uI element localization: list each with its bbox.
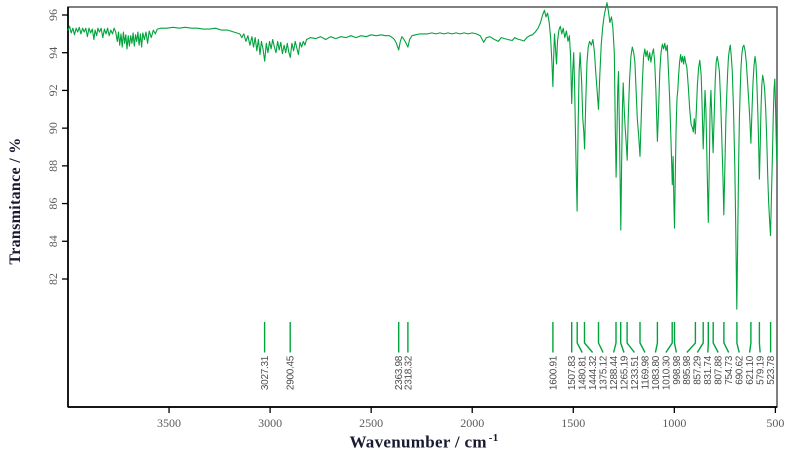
peak-label: 998.98 bbox=[672, 355, 683, 385]
peak-leader bbox=[583, 322, 594, 353]
peak-label: 1169.98 bbox=[640, 355, 651, 389]
peak-label: 690.62 bbox=[735, 355, 746, 385]
peak-leader bbox=[712, 322, 719, 353]
x-tick-label: 3000 bbox=[258, 416, 282, 430]
peak-leader bbox=[696, 322, 704, 353]
peak-leader bbox=[654, 322, 659, 353]
peak-label: 1265.19 bbox=[619, 355, 630, 390]
peak-leader bbox=[758, 322, 761, 353]
y-tick-label: 96 bbox=[46, 9, 60, 21]
x-axis-title-exponent: -1 bbox=[488, 432, 499, 444]
peak-leader bbox=[723, 322, 730, 353]
peak-leader bbox=[686, 322, 697, 353]
y-tick-label: 86 bbox=[46, 198, 60, 210]
peak-leader bbox=[673, 322, 678, 353]
x-tick-label: 2000 bbox=[460, 416, 484, 430]
peak-leader bbox=[612, 322, 617, 353]
x-tick-label: 3500 bbox=[157, 416, 181, 430]
peak-label: 1083.80 bbox=[651, 355, 662, 390]
peak-label: 523.78 bbox=[766, 355, 777, 385]
peak-label: 3027.31 bbox=[260, 355, 271, 390]
peak-leader bbox=[748, 322, 752, 353]
peak-label: 2318.32 bbox=[403, 355, 414, 390]
spectrum-trace bbox=[67, 2, 778, 310]
peak-label: 1375.12 bbox=[598, 355, 609, 390]
peak-leader bbox=[620, 322, 625, 353]
peak-leader bbox=[707, 322, 709, 353]
peak-leader bbox=[626, 322, 636, 353]
y-tick-label: 82 bbox=[46, 273, 60, 285]
peak-leader bbox=[597, 322, 604, 353]
peak-label: 1010.30 bbox=[661, 355, 672, 390]
peak-label: 754.73 bbox=[724, 355, 735, 385]
peak-leader bbox=[665, 322, 673, 353]
peak-label: 1444.32 bbox=[588, 355, 599, 390]
peak-leader bbox=[736, 322, 740, 353]
peak-label: 2363.98 bbox=[394, 355, 405, 390]
peak-label: 1600.91 bbox=[548, 355, 559, 390]
peak-label: 857.29 bbox=[693, 355, 704, 385]
peak-label: 895.98 bbox=[682, 355, 693, 385]
peak-label: 807.88 bbox=[714, 355, 725, 385]
y-tick-label: 92 bbox=[46, 84, 60, 96]
x-tick-label: 2500 bbox=[359, 416, 383, 430]
y-tick-label: 94 bbox=[46, 47, 60, 59]
peak-label: 1233.51 bbox=[630, 355, 641, 390]
y-tick-label: 90 bbox=[46, 122, 60, 134]
x-tick-label: 1500 bbox=[561, 416, 585, 430]
peak-label: 831.74 bbox=[703, 355, 714, 385]
peak-leader bbox=[576, 322, 583, 353]
x-tick-label: 1000 bbox=[662, 416, 686, 430]
peak-label: 579.19 bbox=[756, 355, 767, 385]
plot-border bbox=[67, 6, 778, 408]
peak-label: 1480.81 bbox=[578, 355, 589, 390]
peak-leader bbox=[639, 322, 646, 353]
x-tick-label: 500 bbox=[766, 416, 784, 430]
x-axis-title: Wavenumber / cm -1 bbox=[349, 432, 498, 453]
x-axis-title-text: Wavenumber / cm bbox=[349, 432, 487, 452]
y-tick-label: 88 bbox=[46, 160, 60, 172]
peak-label: 621.10 bbox=[745, 355, 756, 385]
peak-label: 1288.44 bbox=[609, 355, 620, 390]
peak-label: 1507.83 bbox=[567, 355, 578, 390]
y-tick-label: 84 bbox=[46, 235, 60, 247]
peak-label: 2900.45 bbox=[286, 355, 297, 390]
y-axis-title: Transmitance / % bbox=[7, 137, 24, 265]
